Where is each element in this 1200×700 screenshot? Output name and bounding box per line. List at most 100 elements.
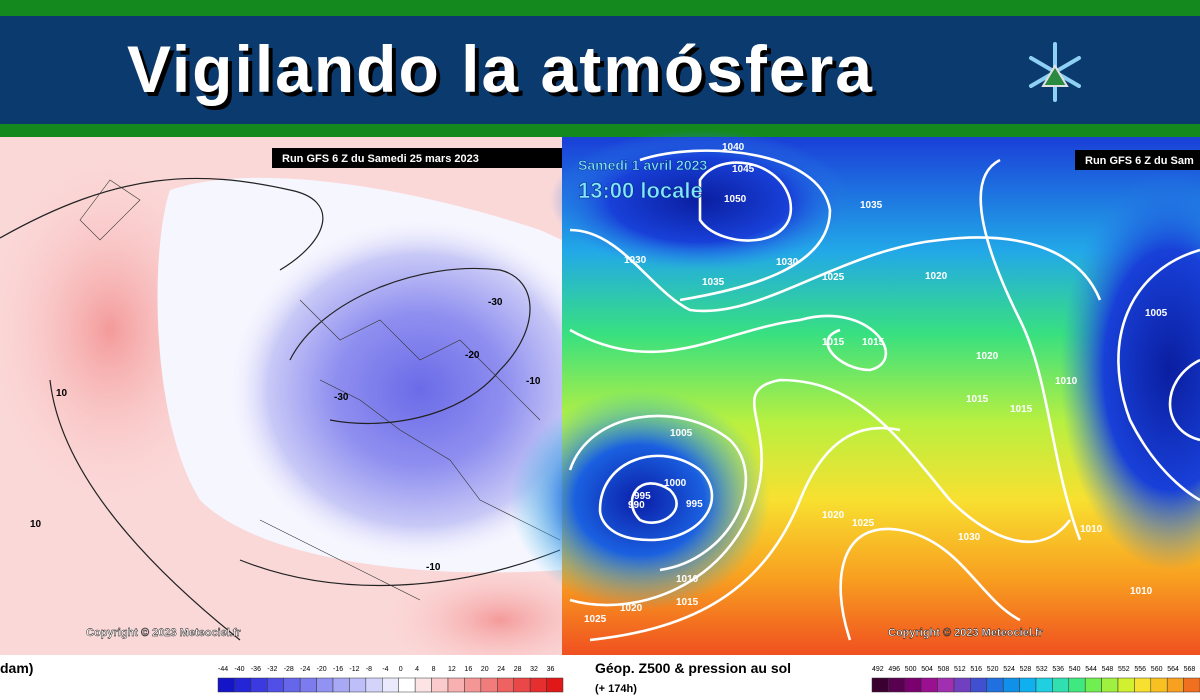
scale-swatch [970,677,988,693]
scale-swatch [1068,677,1086,693]
scale-swatch [497,677,514,693]
right-map: Run GFS 6 Z du Sam Samedi 1 avril 2023 1… [510,130,1200,655]
isobar-label: 1025 [584,614,607,625]
scale-label: 568 [1184,666,1196,673]
scale-swatch [1183,677,1200,693]
isobar-label: 1005 [1145,308,1168,319]
scale-swatch [904,677,922,693]
isobar-label: 1025 [822,272,845,283]
contour-label: -10 [426,562,441,573]
isobar-label: 1050 [724,194,747,205]
isobar-label: 1035 [860,200,883,211]
isobar-label: 1010 [1080,524,1103,535]
isobar-label: 1010 [1055,376,1078,387]
scale-label: 564 [1167,666,1179,673]
scale-label: 540 [1069,666,1081,673]
snowflake-icon [1029,42,1081,102]
legend-title: Géop. Z500 & pression au sol [595,660,791,676]
scale-label: 532 [1036,666,1048,673]
scale-label: 36 [547,666,555,673]
isobar-label: 1045 [732,164,755,175]
scale-swatch [480,677,498,693]
copyright: Copyright © 2023 Meteociel.fr [888,627,1044,639]
scale-swatch [365,677,383,693]
scale-label: 556 [1134,666,1146,673]
scale-swatch [1084,677,1102,693]
legend-subtitle: (+ 174h) [595,683,637,695]
scale-label: 544 [1085,666,1097,673]
contour-label: 10 [56,388,68,399]
scale-label: -4 [382,666,388,673]
run-label: Run GFS 6 Z du Sam [1085,155,1194,167]
scale-label: 520 [987,666,999,673]
header-band [0,16,1200,124]
time-label: 13:00 locale [578,178,703,203]
scale-swatch [937,677,955,693]
contour-label: -10 [526,376,541,387]
scale-label: 508 [938,666,950,673]
legend-title: dam) [0,660,33,676]
scale-label: 20 [481,666,489,673]
isobar-label: 1015 [822,337,845,348]
scale-label: 492 [872,666,884,673]
scale-swatch [267,677,284,693]
scale-swatch [871,677,889,693]
scale-label: 24 [497,666,505,673]
scale-label: 4 [415,666,419,673]
scale-label: 528 [1020,666,1032,673]
scale-swatch [464,677,482,693]
isobar-label: 1015 [1010,404,1033,415]
isobar-label: 1015 [676,597,699,608]
scale-swatch [888,677,906,693]
scale-swatch [953,677,971,693]
scale-swatch [250,677,268,693]
scale-label: 512 [954,666,966,673]
scale-label: -24 [300,666,310,673]
scale-label: 8 [432,666,436,673]
scale-swatch [529,677,547,693]
isobar-label: 1020 [822,510,845,521]
scale-swatch [332,677,350,693]
scale-swatch [1117,677,1135,693]
scale-label: -36 [251,666,261,673]
scale-label: 560 [1151,666,1163,673]
scale-label: 12 [448,666,456,673]
scale-swatch [1002,677,1020,693]
left-map: Run GFS 6 Z du Samedi 25 mars 2023 Copyr… [0,137,620,680]
scale-swatch [447,677,465,693]
isobar-label: 995 [634,491,651,502]
isobar-label: 1010 [1130,586,1153,597]
isobar-label: 995 [686,499,703,510]
scale-swatch [546,677,564,693]
isobar-label: 1030 [624,255,647,266]
scale-swatch [1035,677,1053,693]
scale-swatch [234,677,252,693]
header-stripe [0,0,1200,16]
scale-swatch [398,677,416,693]
isobar-label: 1030 [958,532,981,543]
contour-label: -30 [488,297,503,308]
isobar-label: 1020 [620,603,643,614]
scale-swatch [1019,677,1037,693]
scale-label: 504 [921,666,933,673]
scale-label: -40 [234,666,244,673]
isobar-label: 1010 [676,574,699,585]
scale-label: -32 [267,666,277,673]
isobar-label: 1030 [776,257,799,268]
scale-label: 516 [970,666,982,673]
scale-swatch [349,677,367,693]
date-label: Samedi 1 avril 2023 [578,157,707,173]
scale-swatch [1166,677,1184,693]
scale-swatch [299,677,317,693]
run-label: Run GFS 6 Z du Samedi 25 mars 2023 [282,153,479,165]
isobar-label: 1035 [702,277,725,288]
isobar-label: 1020 [976,351,999,362]
scale-swatch [217,677,235,693]
contour-label: -20 [465,350,480,361]
scale-label: 548 [1102,666,1114,673]
scale-label: -12 [349,666,359,673]
scale-label: 16 [464,666,472,673]
scale-swatch [1052,677,1070,693]
scale-label: 524 [1003,666,1015,673]
